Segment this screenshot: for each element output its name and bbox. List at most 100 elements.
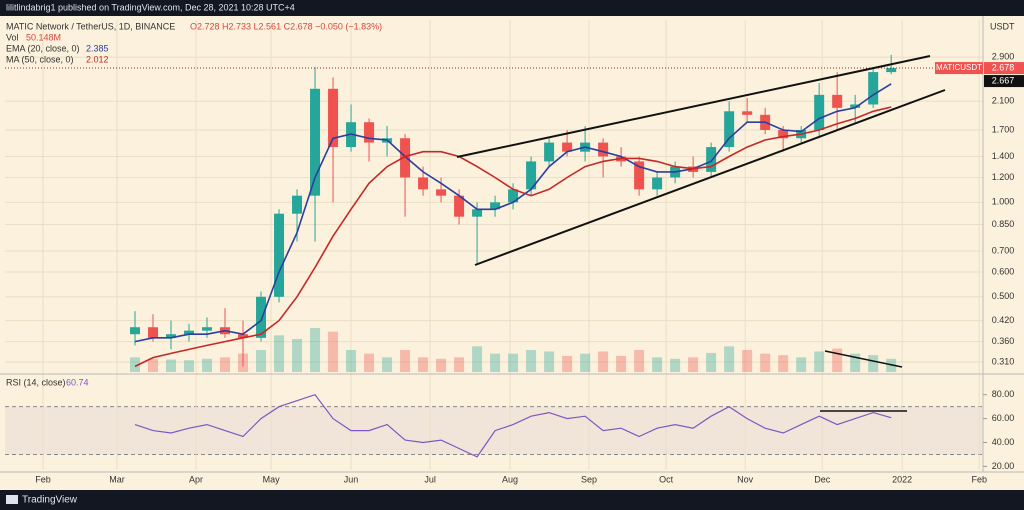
x-tick-label: Jul	[424, 474, 436, 484]
volume-bar	[364, 353, 375, 372]
candle-body	[310, 88, 321, 196]
candle-body	[129, 327, 140, 335]
candle-body	[364, 122, 375, 143]
volume-bar	[706, 352, 717, 372]
x-tick-label: Nov	[737, 474, 754, 484]
x-tick-label: Jun	[344, 474, 359, 484]
volume-bar	[184, 360, 195, 372]
y-tick-label: 2.900	[992, 52, 1015, 62]
volume-bar	[652, 357, 663, 372]
footer-bar	[0, 490, 1024, 510]
x-tick-label: Dec	[814, 474, 831, 484]
volume-bar	[310, 328, 321, 372]
volume-bar	[724, 346, 735, 372]
candle-body	[508, 189, 519, 203]
candle-body	[274, 213, 285, 297]
candle-body	[742, 111, 753, 115]
header-bar	[0, 0, 1024, 16]
x-tick-label: May	[263, 474, 281, 484]
candle-body	[850, 104, 861, 108]
volume-bar	[868, 355, 879, 372]
volume-bar	[400, 350, 411, 372]
y-tick-label: 0.600	[992, 266, 1015, 276]
candle-body	[526, 161, 537, 190]
volume-bar	[742, 350, 753, 372]
volume-bar	[832, 348, 843, 372]
volume-bar	[292, 339, 303, 372]
candle-body	[724, 111, 735, 148]
x-tick-label: Apr	[189, 474, 203, 484]
candle-body	[472, 209, 483, 217]
rsi-value: 60.74	[66, 377, 89, 387]
candle-body	[832, 94, 843, 108]
volume-bar	[814, 351, 825, 372]
volume-bar	[490, 353, 501, 372]
candle-body	[292, 195, 303, 214]
candle-body	[814, 94, 825, 130]
volume-bar	[220, 357, 231, 372]
candle-body	[634, 161, 645, 190]
y-tick-label: 1.000	[992, 197, 1015, 207]
ema-name: EMA (20, close, 0)	[6, 43, 80, 53]
volume-value: 50.148M	[26, 32, 61, 42]
x-tick-label: Aug	[502, 474, 518, 484]
volume-bar	[328, 331, 339, 372]
indicator-line	[134, 106, 892, 368]
symbol-title: MATIC Network / TetherUS, 1D, BINANCE	[6, 21, 175, 31]
y-tick-label: 0.360	[992, 336, 1015, 346]
rsi-line	[134, 393, 892, 458]
ohlc-text: O2.728 H2.733 L2.561 C2.678 −0.050 (−1.8…	[190, 21, 382, 31]
x-tick-label: Feb	[971, 474, 987, 484]
second-tag-label: 2.667	[992, 75, 1015, 85]
volume-bar	[472, 346, 483, 372]
rsi-tick-label: 60.00	[992, 413, 1015, 423]
candle-body	[598, 142, 609, 157]
ma-name: MA (50, close, 0)	[6, 54, 74, 64]
y-tick-label: 0.500	[992, 291, 1015, 301]
rsi-tick-label: 40.00	[992, 437, 1015, 447]
y-tick-label: 1.400	[992, 151, 1015, 161]
y-tick-label: 0.420	[992, 315, 1015, 325]
header-text: lilitlindabrig1 published on TradingView…	[6, 2, 295, 12]
candle-body	[652, 177, 663, 190]
price-tag	[984, 62, 1024, 75]
y-tick-label: 0.700	[992, 245, 1015, 255]
symbol-tag-label: MATICUSDT	[936, 63, 982, 72]
y-tick-label: 2.100	[992, 96, 1015, 106]
volume-bar	[274, 335, 285, 372]
second-tag	[984, 75, 1024, 88]
candle-body	[256, 296, 267, 338]
volume-bar	[382, 357, 393, 372]
y-tick-label: 1.700	[992, 124, 1015, 134]
x-tick-label: Mar	[109, 474, 125, 484]
volume-name: Vol	[6, 32, 19, 42]
volume-bar	[346, 350, 357, 372]
rsi-name: RSI (14, close)	[6, 377, 66, 387]
volume-bar	[688, 357, 699, 372]
candle-body	[454, 195, 465, 217]
candle-body	[184, 330, 195, 335]
candle-body	[400, 138, 411, 178]
rsi-tick-label: 20.00	[992, 461, 1015, 471]
brand-text: TradingView	[22, 495, 78, 506]
y-tick-label: 0.850	[992, 219, 1015, 229]
plot-area	[5, 20, 983, 470]
volume-bar	[562, 355, 573, 372]
candle-body	[778, 129, 789, 139]
price-tag-label: 2.678	[992, 62, 1015, 72]
y-tick-label: 0.310	[992, 356, 1015, 366]
x-tick-label: Feb	[35, 474, 51, 484]
volume-bar	[598, 351, 609, 372]
volume-bar	[580, 353, 591, 372]
volume-bar	[544, 351, 555, 372]
candle-body	[490, 202, 501, 210]
volume-bar	[616, 355, 627, 372]
brand-logo	[6, 495, 18, 504]
volume-bar	[418, 357, 429, 372]
volume-bar	[202, 358, 213, 372]
volume-bar	[166, 359, 177, 372]
candle-body	[706, 147, 717, 172]
volume-bar	[129, 357, 140, 372]
candle-body	[544, 142, 555, 162]
